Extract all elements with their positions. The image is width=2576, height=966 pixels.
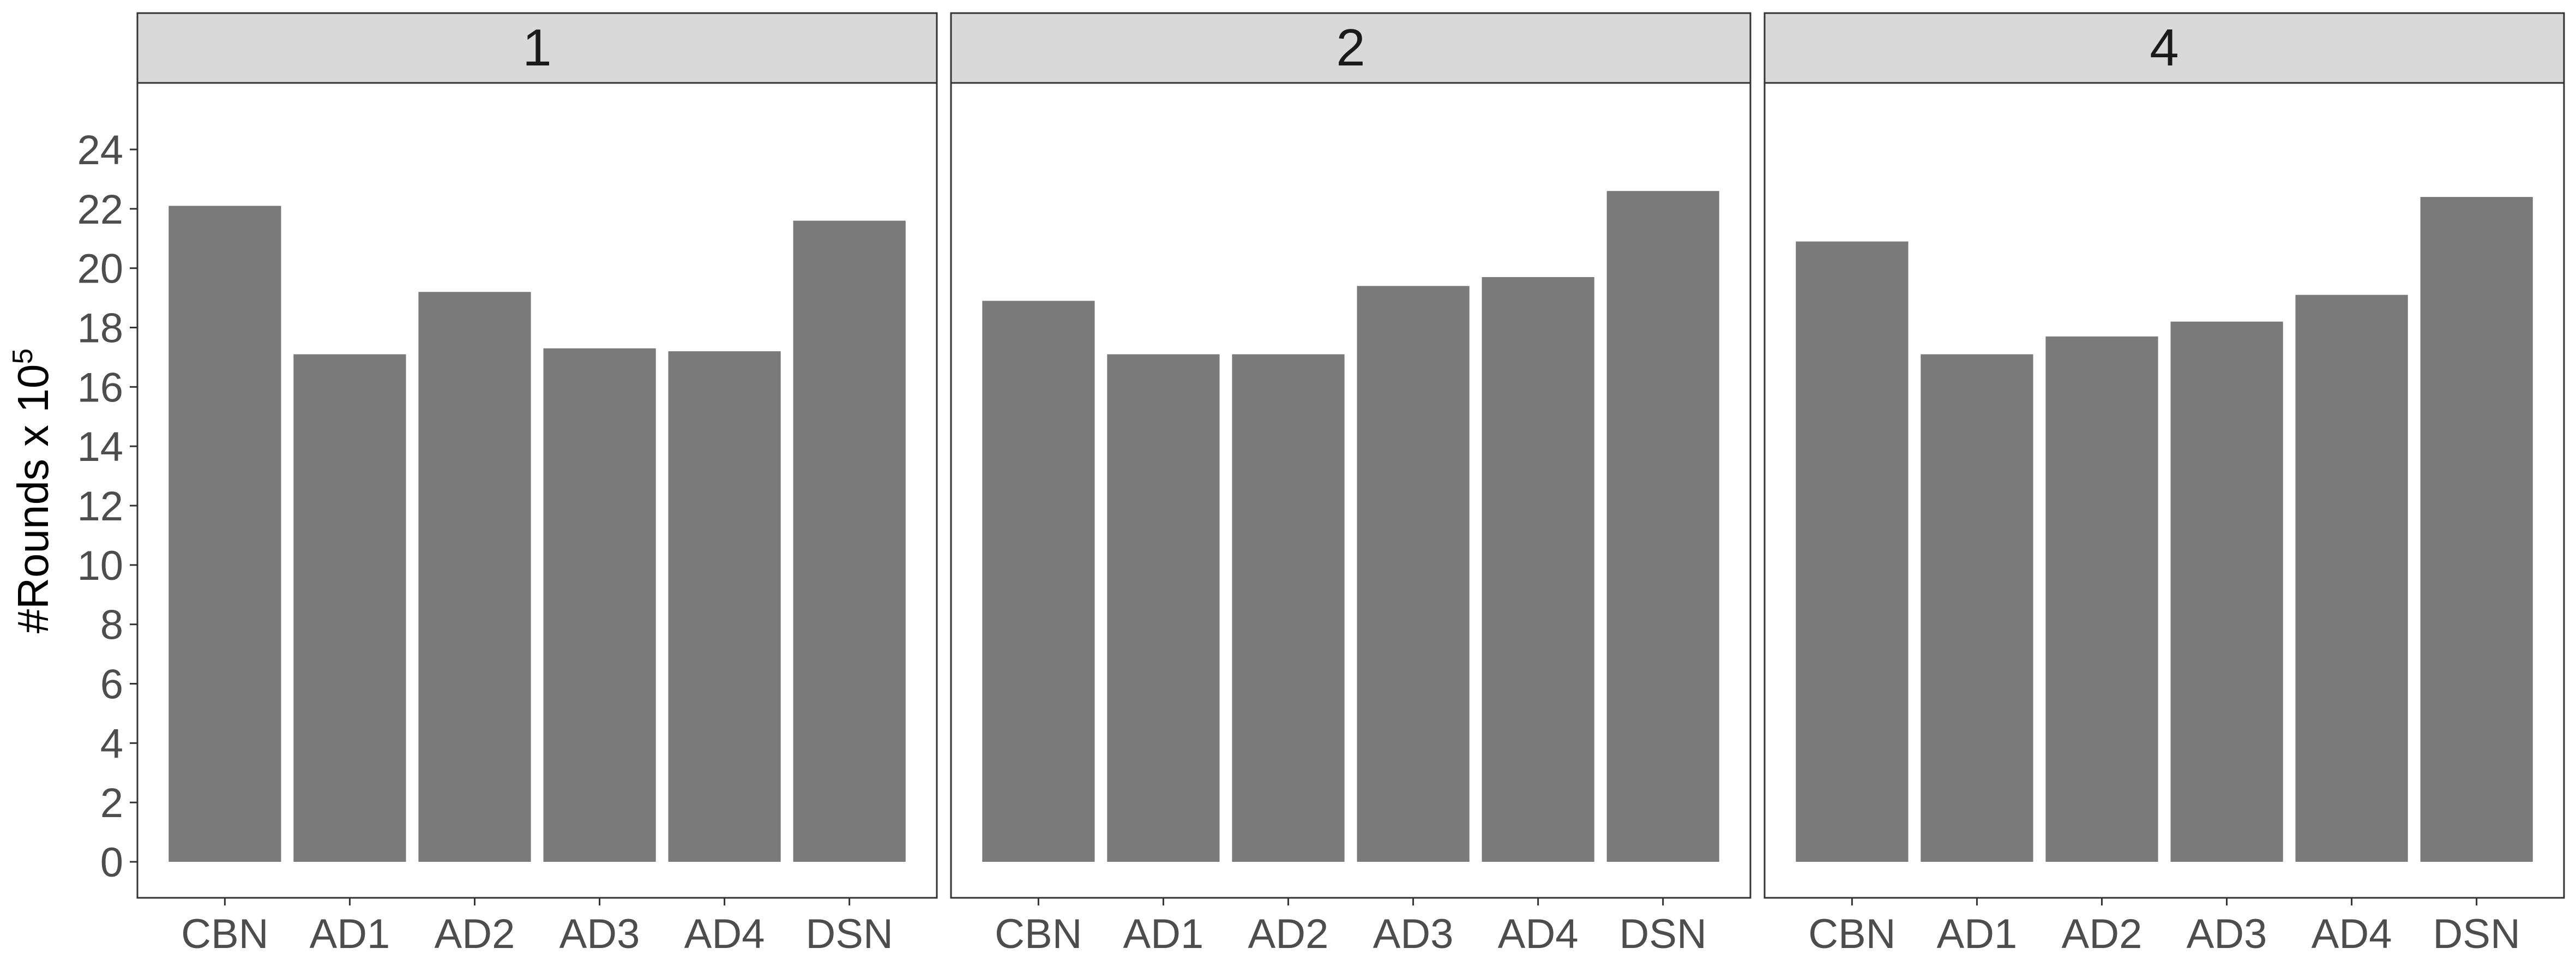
y-axis-title-exponent: 5: [7, 349, 39, 364]
bar-cbn: [982, 301, 1095, 862]
y-tick-label: 2: [100, 780, 123, 826]
x-tick-label: CBN: [1808, 911, 1895, 957]
svg-text:#Rounds x 105: #Rounds x 105: [7, 349, 57, 634]
y-tick-label: 8: [100, 602, 123, 649]
y-axis-title: #Rounds x 105: [7, 349, 57, 634]
y-tick-label: 4: [100, 721, 123, 767]
x-tick-label: AD4: [684, 911, 765, 957]
bar-ad1: [1921, 354, 2033, 862]
x-tick-label: AD1: [309, 911, 390, 957]
bar-cbn: [1796, 241, 1909, 862]
facet-strip-label: 4: [2150, 19, 2178, 77]
x-tick-label: DSN: [1619, 911, 1706, 957]
y-tick-label: 20: [77, 246, 123, 292]
y-tick-label: 14: [77, 424, 123, 470]
facet-strip: [136, 12, 938, 84]
x-tick-label: DSN: [2433, 911, 2520, 957]
bar-dsn: [2420, 197, 2533, 862]
bar-ad3: [1357, 286, 1470, 862]
panels-layer: 1 CBN AD1 AD2 AD3 AD4 DSN 2 CBN AD1 AD2 AD3 AD4 DSN 4 C…: [136, 12, 2565, 957]
bar-ad4: [668, 351, 781, 862]
y-tick-label: 0: [100, 839, 123, 886]
bar-dsn: [1606, 191, 1719, 862]
x-tick-label: AD1: [1123, 911, 1203, 957]
bar-ad4: [2295, 295, 2408, 862]
y-tick-label: 24: [77, 127, 123, 173]
x-tick-label: AD4: [1498, 911, 1579, 957]
y-tick-label: 10: [77, 543, 123, 589]
x-tick-label: AD1: [1936, 911, 2017, 957]
y-tick-label: 12: [77, 483, 123, 530]
facet-strip-label: 2: [1336, 19, 1365, 77]
bar-ad3: [2170, 321, 2283, 862]
panel-1: 1 CBN AD1 AD2 AD3 AD4 DSN: [136, 12, 938, 957]
bar-cbn: [168, 206, 281, 862]
bar-ad4: [1482, 277, 1594, 862]
y-tick-label: 16: [77, 364, 123, 411]
bar-ad3: [543, 348, 656, 862]
x-tick-label: AD4: [2312, 911, 2392, 957]
bar-ad2: [1232, 354, 1345, 862]
x-tick-label: AD3: [2187, 911, 2267, 957]
y-tick-label: 6: [100, 662, 123, 708]
bar-ad2: [418, 292, 531, 862]
y-axis-title-base: #Rounds x 10: [9, 364, 57, 634]
x-tick-label: AD2: [2062, 911, 2142, 957]
x-tick-label: AD3: [559, 911, 640, 957]
bar-ad2: [2045, 336, 2158, 862]
x-tick-label: AD3: [1373, 911, 1454, 957]
y-tick-label: 18: [77, 305, 123, 352]
x-tick-label: DSN: [805, 911, 893, 957]
x-tick-label: AD2: [435, 911, 515, 957]
x-tick-label: CBN: [181, 911, 268, 957]
x-tick-label: CBN: [995, 911, 1082, 957]
panel-2: 2 CBN AD1 AD2 AD3 AD4 DSN: [950, 12, 1752, 957]
bar-ad1: [1107, 354, 1220, 862]
panel-4: 4 CBN AD1 AD2 AD3 AD4 DSN: [1764, 12, 2565, 957]
x-tick-label: AD2: [1248, 911, 1329, 957]
facet-strip: [950, 12, 1752, 84]
bar-ad1: [293, 354, 406, 862]
facet-strip-label: 1: [522, 19, 551, 77]
bar-dsn: [793, 220, 906, 862]
y-tick-label: 22: [77, 187, 123, 233]
